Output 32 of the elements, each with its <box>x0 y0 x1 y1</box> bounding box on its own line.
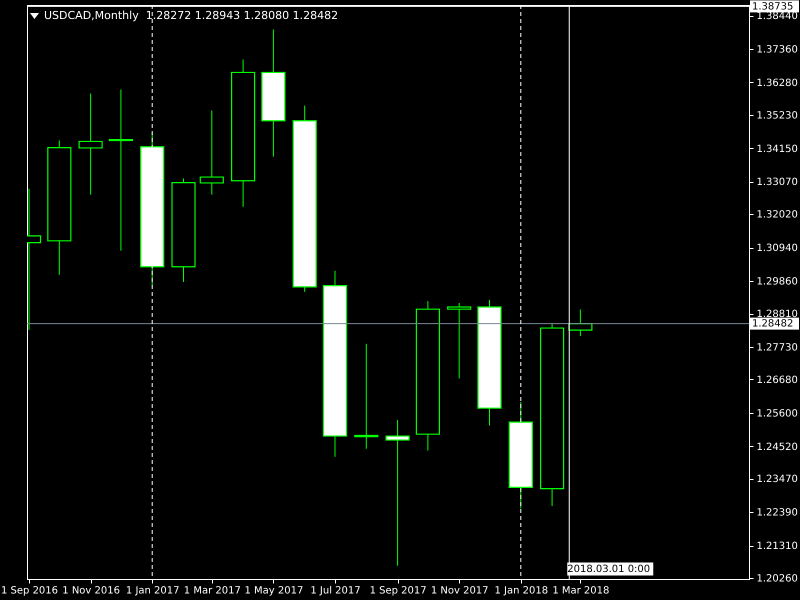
y-tick-label: 1.25600 <box>756 408 798 420</box>
ref-line-label: 2018.03.01 0:00 <box>567 564 650 575</box>
y-tick-label: 1.20260 <box>756 574 798 585</box>
y-tick-label: 1.24520 <box>756 442 798 453</box>
y-tick-label: 1.33070 <box>756 177 798 188</box>
chart-title: USDCAD,Monthly 1.28272 1.28943 1.28080 1.28482 <box>44 9 338 22</box>
x-tick-label: 1 Jan 2018 <box>494 586 548 596</box>
x-tick-label: 1 Jul 2017 <box>310 586 361 596</box>
x-tick-label: 1 May 2017 <box>244 586 304 596</box>
x-tick-label: 1 Jan 2017 <box>126 586 180 596</box>
x-tick-label: 1 Nov 2017 <box>430 586 489 596</box>
x-tick-label: 1 Mar 2017 <box>184 586 241 596</box>
y-tick-label: 1.34150 <box>756 144 798 155</box>
y-tick-label: 1.28810 <box>756 309 798 320</box>
y-tick-label: 1.26680 <box>756 374 798 386</box>
y-tick-label: 1.23470 <box>756 474 798 486</box>
y-tick-label: 1.36280 <box>756 78 798 89</box>
y-tick-label: 1.21310 <box>756 541 798 552</box>
y-tick-label: 1.38440 <box>756 11 798 22</box>
x-tick-label: 1 Mar 2018 <box>552 586 610 596</box>
y-tick-label: 1.32020 <box>756 210 798 221</box>
x-tick-label: 1 Sep 2016 <box>1 586 58 596</box>
y-tick-label: 1.30940 <box>756 243 798 254</box>
ref-line-label: 1.38735 <box>752 1 794 12</box>
y-tick-label: 1.29860 <box>756 276 798 288</box>
y-tick-label: 1.35230 <box>756 110 798 122</box>
y-tick-label: 1.37360 <box>756 44 798 56</box>
y-tick-label: 1.22390 <box>756 508 798 519</box>
x-tick-label: 1 Nov 2016 <box>62 586 120 596</box>
x-tick-label: 1 Sep 2017 <box>370 586 427 596</box>
y-tick-label: 1.27730 <box>756 342 798 354</box>
ref-line-label: 1.28482 <box>752 318 794 330</box>
